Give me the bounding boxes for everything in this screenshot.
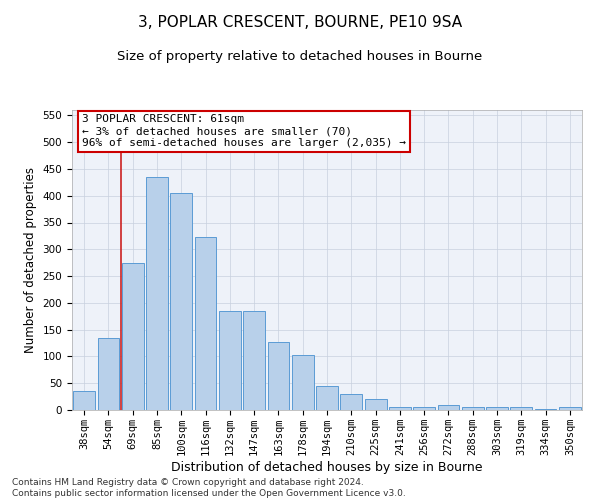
Bar xyxy=(413,407,435,410)
Text: 3, POPLAR CRESCENT, BOURNE, PE10 9SA: 3, POPLAR CRESCENT, BOURNE, PE10 9SA xyxy=(138,15,462,30)
Y-axis label: Number of detached properties: Number of detached properties xyxy=(24,167,37,353)
Text: Size of property relative to detached houses in Bourne: Size of property relative to detached ho… xyxy=(118,50,482,63)
Bar xyxy=(365,400,386,410)
Bar xyxy=(146,177,168,410)
Bar xyxy=(73,391,95,410)
Bar xyxy=(340,394,362,410)
Bar xyxy=(243,311,265,410)
Bar xyxy=(389,407,411,410)
Text: Contains HM Land Registry data © Crown copyright and database right 2024.
Contai: Contains HM Land Registry data © Crown c… xyxy=(12,478,406,498)
Bar xyxy=(437,404,460,410)
Bar xyxy=(462,408,484,410)
Bar xyxy=(535,409,556,410)
Bar xyxy=(511,408,532,410)
Bar xyxy=(559,407,581,410)
Bar xyxy=(194,237,217,410)
Text: 3 POPLAR CRESCENT: 61sqm
← 3% of detached houses are smaller (70)
96% of semi-de: 3 POPLAR CRESCENT: 61sqm ← 3% of detache… xyxy=(82,114,406,148)
Bar xyxy=(97,338,119,410)
X-axis label: Distribution of detached houses by size in Bourne: Distribution of detached houses by size … xyxy=(171,460,483,473)
Bar xyxy=(292,355,314,410)
Bar xyxy=(316,386,338,410)
Bar xyxy=(219,311,241,410)
Bar xyxy=(170,193,192,410)
Bar xyxy=(268,342,289,410)
Bar xyxy=(486,408,508,410)
Bar xyxy=(122,262,143,410)
